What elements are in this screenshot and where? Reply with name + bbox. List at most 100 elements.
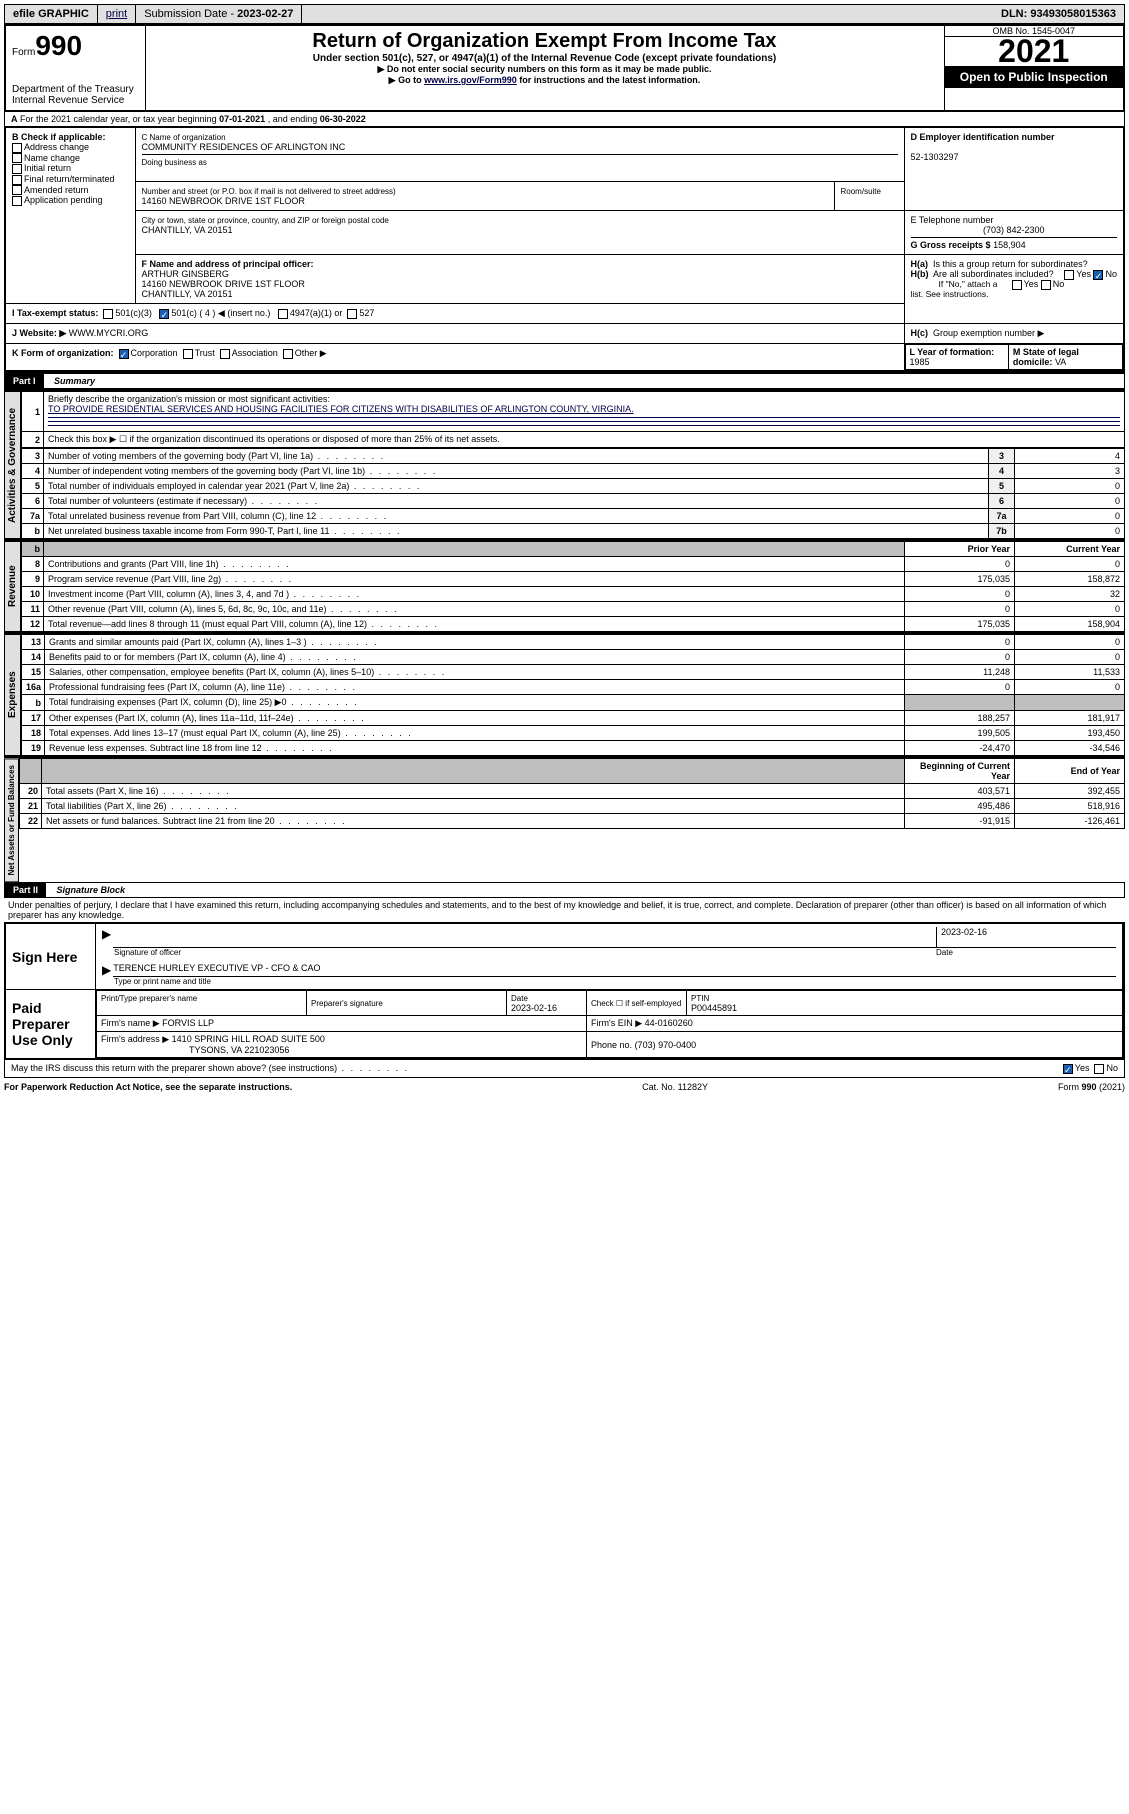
data-row: 21Total liabilities (Part X, line 26)495… — [20, 799, 1125, 814]
line-a-tax-year: A For the 2021 calendar year, or tax yea… — [4, 112, 1125, 127]
checkbox-amended[interactable] — [12, 185, 22, 195]
dln: DLN: 93493058015363 — [993, 5, 1124, 23]
tab-expenses: Expenses — [4, 634, 21, 756]
tax-year: 2021 — [945, 33, 1124, 70]
self-employed-label: Check ☐ if self-employed — [587, 991, 687, 1016]
ptin-value: P00445891 — [691, 1003, 737, 1013]
data-row: 19Revenue less expenses. Subtract line 1… — [22, 741, 1125, 756]
box-f-label: F Name and address of principal officer: — [142, 259, 314, 269]
ha-no[interactable] — [1093, 270, 1103, 280]
box-hc: H(c) Group exemption number ▶ — [904, 324, 1124, 344]
open-to-public: Open to Public Inspection — [945, 66, 1124, 88]
data-row: bTotal fundraising expenses (Part IX, co… — [22, 695, 1125, 711]
officer-name: ARTHUR GINSBERG — [142, 269, 229, 279]
hb-yes[interactable] — [1012, 280, 1022, 290]
firm-addr2: TYSONS, VA 221023056 — [101, 1045, 289, 1055]
discuss-yes[interactable] — [1063, 1064, 1073, 1074]
street-label: Number and street (or P.O. box if mail i… — [142, 187, 396, 196]
checkbox-app-pending[interactable] — [12, 196, 22, 206]
data-row: 12Total revenue—add lines 8 through 11 (… — [22, 617, 1125, 632]
data-row: 11Other revenue (Part VIII, column (A), … — [22, 602, 1125, 617]
gov-row: 7aTotal unrelated business revenue from … — [22, 509, 1125, 524]
cb-assoc[interactable] — [220, 349, 230, 359]
data-row: 15Salaries, other compensation, employee… — [22, 665, 1125, 680]
goto-link: ▶ Go to www.irs.gov/Form990 for instruct… — [152, 75, 938, 86]
box-i: I Tax-exempt status: 501(c)(3) 501(c) ( … — [5, 304, 904, 324]
form-title: Return of Organization Exempt From Incom… — [152, 30, 938, 53]
paid-preparer-label: Paid Preparer Use Only — [6, 990, 96, 1058]
data-row: 9Program service revenue (Part VIII, lin… — [22, 572, 1125, 587]
prep-sig-label: Preparer's signature — [311, 999, 383, 1008]
footer-cat: Cat. No. 11282Y — [642, 1082, 708, 1092]
data-row: 20Total assets (Part X, line 16)403,5713… — [20, 784, 1125, 799]
prep-name-label: Print/Type preparer's name — [101, 994, 197, 1003]
prep-date-label: Date — [511, 994, 528, 1003]
discuss-no[interactable] — [1094, 1064, 1104, 1074]
tab-net-assets: Net Assets or Fund Balances — [4, 758, 19, 882]
gross-receipts: 158,904 — [993, 240, 1026, 250]
section-revenue: Revenue b Prior Year Current Year 8Contr… — [4, 539, 1125, 632]
cb-501c[interactable] — [159, 309, 169, 319]
gov-row: 4Number of independent voting members of… — [22, 464, 1125, 479]
arrow-icon: ▶ — [102, 963, 111, 977]
part1-header: Part I — [5, 374, 44, 388]
box-l-label: L Year of formation: — [910, 347, 995, 357]
data-row: 17Other expenses (Part IX, column (A), l… — [22, 711, 1125, 726]
checkbox-final-return[interactable] — [12, 175, 22, 185]
cb-trust[interactable] — [183, 349, 193, 359]
year-formation: 1985 — [910, 357, 930, 367]
part2-title: Signature Block — [49, 885, 126, 895]
form-subtitle: Under section 501(c), 527, or 4947(a)(1)… — [152, 53, 938, 64]
cb-501c3[interactable] — [103, 309, 113, 319]
data-row: 14Benefits paid to or for members (Part … — [22, 650, 1125, 665]
ptin-label: PTIN — [691, 994, 709, 1003]
cb-527[interactable] — [347, 309, 357, 319]
street-value: 14160 NEWBROOK DRIVE 1ST FLOOR — [142, 196, 305, 206]
gov-row: 6Total number of volunteers (estimate if… — [22, 494, 1125, 509]
city-value: CHANTILLY, VA 20151 — [142, 225, 233, 235]
section-governance: Activities & Governance 1 Briefly descri… — [4, 389, 1125, 539]
section-net-assets: Net Assets or Fund Balances Beginning of… — [4, 756, 1125, 882]
phone-value: (703) 842-2300 — [911, 225, 1118, 235]
sig-date: 2023-02-16 — [936, 927, 1116, 948]
line1-label: Briefly describe the organization's miss… — [48, 394, 330, 404]
submission-date: Submission Date - 2023-02-27 — [136, 5, 302, 23]
ha-yes[interactable] — [1064, 270, 1074, 280]
prep-date: 2023-02-16 — [511, 1003, 557, 1013]
checkbox-initial-return[interactable] — [12, 164, 22, 174]
col-prior-year: Prior Year — [905, 542, 1015, 557]
box-k: K Form of organization: Corporation Trus… — [5, 344, 904, 372]
firm-phone: (703) 970-0400 — [635, 1040, 697, 1050]
part2-header: Part II — [5, 883, 46, 897]
room-label: Room/suite — [841, 187, 881, 196]
officer-label: Type or print name and title — [102, 977, 1116, 986]
data-row: 8Contributions and grants (Part VIII, li… — [22, 557, 1125, 572]
checkbox-name-change[interactable] — [12, 153, 22, 163]
col-begin-year: Beginning of Current Year — [905, 759, 1015, 784]
ssn-warning: ▶ Do not enter social security numbers o… — [152, 64, 938, 75]
entity-info-block: B Check if applicable: Address change Na… — [4, 127, 1125, 372]
hb-no[interactable] — [1041, 280, 1051, 290]
firm-phone-label: Phone no. — [591, 1040, 632, 1050]
form-header: Form990 Department of the Treasury Inter… — [4, 24, 1125, 112]
firm-addr-label: Firm's address ▶ — [101, 1034, 169, 1044]
firm-name-label: Firm's name ▶ — [101, 1018, 160, 1028]
cb-other[interactable] — [283, 349, 293, 359]
section-expenses: Expenses 13Grants and similar amounts pa… — [4, 632, 1125, 756]
gov-row: 3Number of voting members of the governi… — [22, 449, 1125, 464]
box-e-label: E Telephone number — [911, 215, 994, 225]
box-j: J Website: ▶ WWW.MYCRI.ORG — [5, 324, 904, 344]
officer-addr1: 14160 NEWBROOK DRIVE 1ST FLOOR — [142, 279, 305, 289]
irs-link[interactable]: www.irs.gov/Form990 — [424, 75, 517, 85]
part1-title: Summary — [46, 376, 95, 386]
print-link[interactable]: print — [98, 5, 136, 23]
box-c-name-label: C Name of organization — [142, 133, 226, 142]
box-g-label: G Gross receipts $ — [911, 240, 991, 250]
officer-printed-name: TERENCE HURLEY EXECUTIVE VP - CFO & CAO — [113, 963, 1116, 977]
cb-corp[interactable] — [119, 349, 129, 359]
discuss-row: May the IRS discuss this return with the… — [4, 1060, 1125, 1078]
cb-4947[interactable] — [278, 309, 288, 319]
box-ha: H(a) Is this a group return for subordin… — [911, 259, 1088, 269]
data-row: 13Grants and similar amounts paid (Part … — [22, 635, 1125, 650]
checkbox-address-change[interactable] — [12, 143, 22, 153]
